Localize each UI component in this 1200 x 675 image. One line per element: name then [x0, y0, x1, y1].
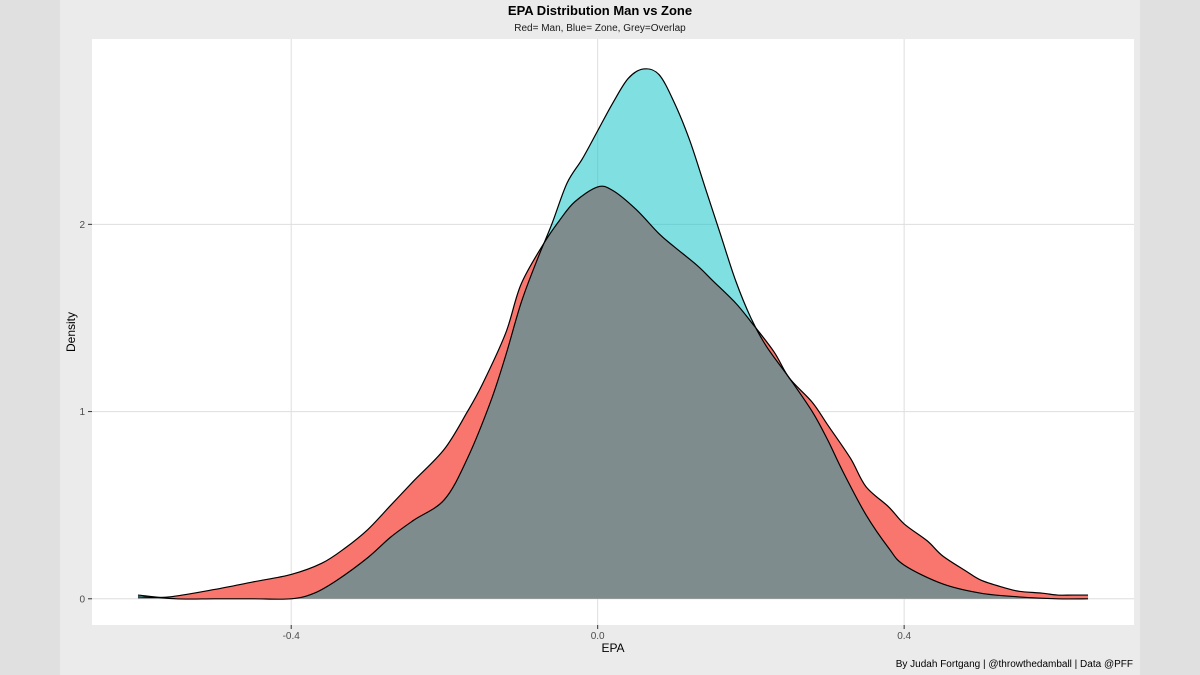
x-tick-label: 0.0	[591, 631, 605, 642]
x-tick-label: 0.4	[897, 631, 911, 642]
y-tick-label: 2	[79, 220, 85, 231]
chart-subtitle: Red= Man, Blue= Zone, Grey=Overlap	[514, 23, 686, 34]
zone-density-line	[137, 68, 1089, 600]
series-layer	[137, 68, 1089, 600]
y-tick-label: 0	[79, 594, 85, 605]
y-axis-title: Density	[64, 312, 78, 352]
axis-layer: -0.4 0.0 0.4 0 1 2	[79, 220, 911, 642]
chart-title: EPA Distribution Man vs Zone	[508, 3, 692, 18]
chart-caption: By Judah Fortgang | @throwthedamball | D…	[896, 659, 1133, 670]
y-tick-label: 1	[79, 407, 85, 418]
man-density-line	[137, 185, 1089, 599]
x-axis-title: EPA	[601, 641, 624, 655]
overlap-area	[137, 186, 1089, 599]
x-tick-label: -0.4	[283, 631, 301, 642]
